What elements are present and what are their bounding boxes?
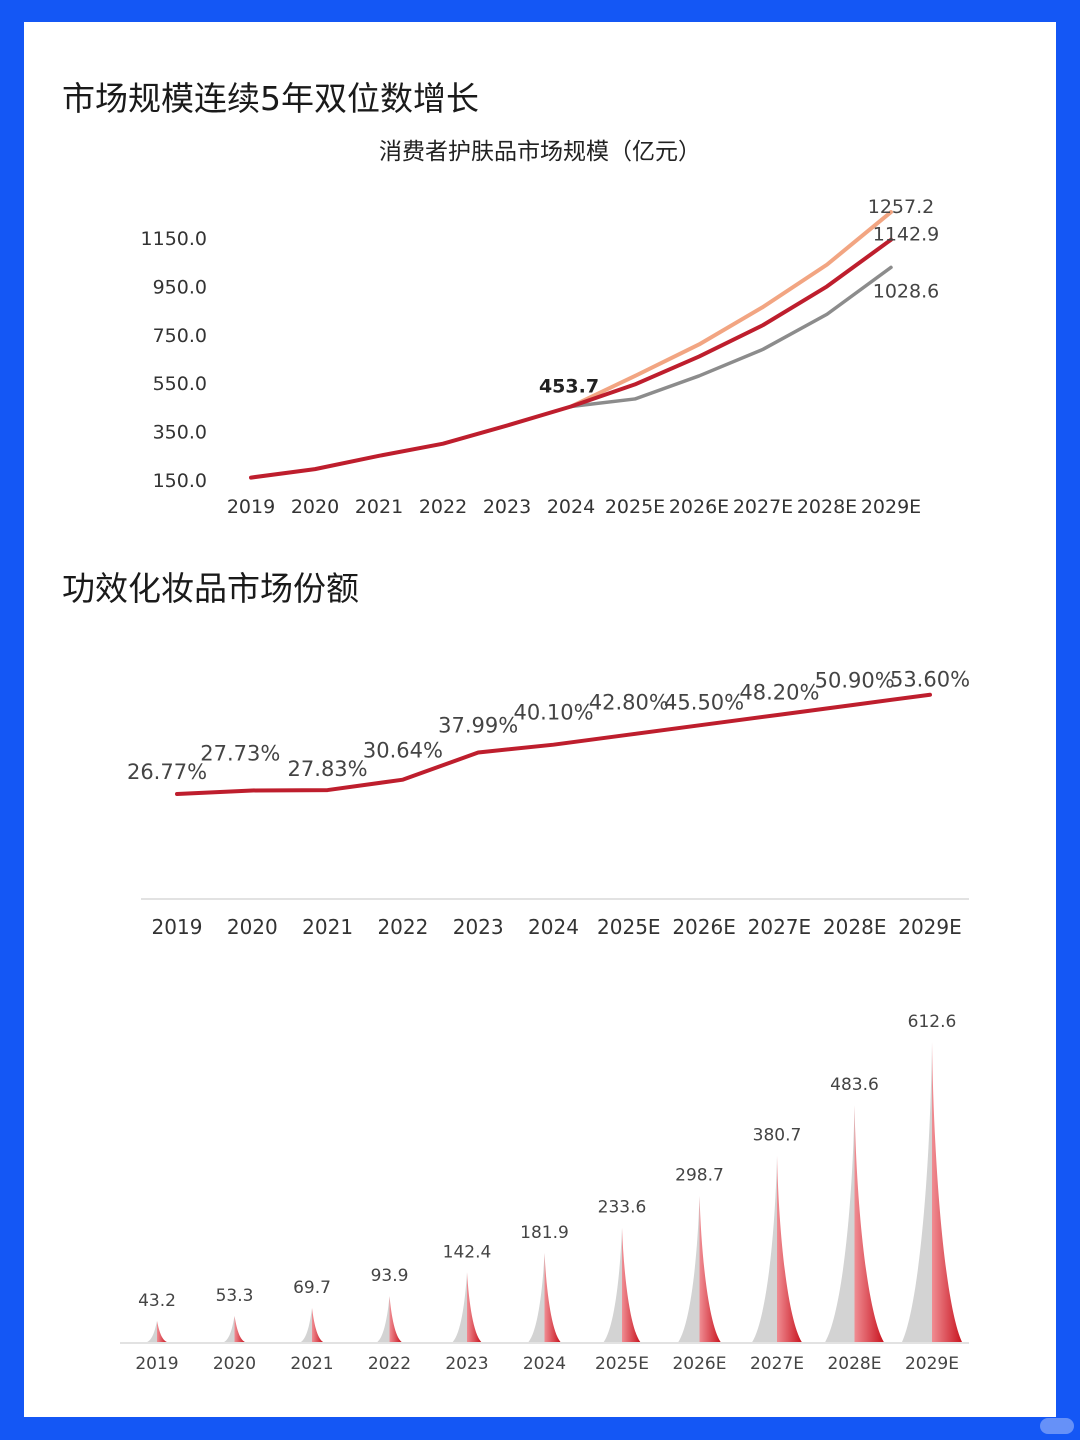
bar-shadow [147, 1320, 157, 1342]
data-label: 27.73% [200, 741, 280, 765]
data-label: 93.9 [371, 1266, 409, 1286]
y-tick-label: 350.0 [153, 422, 207, 444]
bar [777, 1155, 802, 1342]
data-label: 37.99% [438, 713, 518, 737]
bar-shadow [603, 1227, 622, 1342]
bar [234, 1315, 245, 1342]
section-title-market-size: 市场规模连续5年双位数增长 [62, 79, 479, 118]
y-tick-label: 150.0 [153, 470, 207, 492]
x-tick-label: 2025E [605, 496, 665, 518]
bar-shadow [300, 1307, 312, 1342]
x-tick-label: 2028E [797, 496, 857, 518]
data-label: 43.2 [138, 1291, 176, 1311]
x-tick-label: 2022 [419, 496, 467, 518]
data-label: 48.20% [739, 681, 819, 705]
data-label: 50.90% [815, 669, 895, 693]
bar-shadow [377, 1296, 390, 1342]
data-label: 298.7 [675, 1166, 724, 1186]
watermark-badge [1040, 1418, 1074, 1434]
series-line-base [249, 237, 893, 480]
bar [699, 1195, 721, 1342]
bar [932, 1042, 962, 1342]
x-tick-label: 2020 [213, 1354, 256, 1374]
x-tick-label: 2028E [823, 915, 887, 939]
data-label: 181.9 [520, 1223, 569, 1243]
data-label-base-end: 1142.9 [873, 224, 939, 246]
bar [389, 1296, 402, 1342]
x-tick-label: 2026E [669, 496, 729, 518]
y-tick-label: 550.0 [153, 373, 207, 395]
y-tick-label: 950.0 [153, 276, 207, 298]
series-line-low [569, 265, 893, 409]
data-label: 40.10% [513, 701, 593, 725]
y-tick-label: 750.0 [153, 325, 207, 347]
x-tick-label: 2029E [898, 915, 962, 939]
x-tick-label: 2026E [672, 915, 736, 939]
bar-shadow [224, 1315, 235, 1342]
data-label: 483.6 [830, 1075, 879, 1095]
x-tick-label: 2025E [595, 1354, 649, 1374]
x-tick-label: 2023 [453, 915, 504, 939]
data-label: 53.3 [216, 1286, 254, 1306]
bar-shadow [528, 1252, 545, 1342]
x-tick-label: 2028E [827, 1354, 881, 1374]
x-tick-label: 2023 [445, 1354, 488, 1374]
x-tick-label: 2029E [861, 496, 921, 518]
chart-title-market-size: 消费者护肤品市场规模（亿元） [379, 139, 701, 165]
data-label: 26.77% [127, 760, 207, 784]
efficacy-market-bar-chart: 43.2 2019 53.3 2020 69.7 2021 93.9 2022 142.4 202… [120, 1012, 969, 1374]
data-label: 45.50% [664, 691, 744, 715]
data-label: 30.64% [363, 739, 443, 763]
bar [622, 1227, 641, 1342]
x-tick-label: 2020 [227, 915, 278, 939]
bar [854, 1105, 884, 1342]
x-tick-label: 2022 [368, 1354, 411, 1374]
series-line-high [569, 210, 893, 409]
data-label: 42.80% [589, 691, 669, 715]
data-label: 69.7 [293, 1278, 331, 1298]
share-line-chart: 26.77%27.73% 27.83%30.64%37.99%40.10%42.8… [127, 668, 970, 939]
x-tick-label: 2027E [750, 1354, 804, 1374]
x-tick-label: 2021 [290, 1354, 333, 1374]
x-tick-label: 2029E [905, 1354, 959, 1374]
data-label: 233.6 [598, 1198, 647, 1218]
section-title-share: 功效化妆品市场份额 [62, 569, 359, 608]
x-tick-label: 2023 [483, 496, 531, 518]
share-line [175, 692, 932, 796]
data-label: 53.60% [890, 668, 970, 692]
bar-shadow [752, 1155, 777, 1342]
x-tick-label: 2027E [733, 496, 793, 518]
data-label-high-end: 1257.2 [868, 196, 934, 218]
x-tick-label: 2025E [597, 915, 661, 939]
x-tick-label: 2024 [528, 915, 579, 939]
x-tick-label: 2019 [135, 1354, 178, 1374]
market-size-line-chart: 1150.0 950.0 750.0 550.0 350.0 150.0 2019 2020 2… [141, 196, 940, 518]
bar-shadow [678, 1195, 700, 1342]
x-tick-label: 2026E [672, 1354, 726, 1374]
data-label: 612.6 [908, 1012, 957, 1032]
x-tick-label: 2019 [227, 496, 275, 518]
bar [157, 1320, 167, 1342]
bar-shadow [902, 1042, 932, 1342]
bar-shadow [452, 1272, 467, 1342]
chart-card: 市场规模连续5年双位数增长 消费者护肤品市场规模（亿元） 功效化妆品市场份额 1… [24, 22, 1056, 1417]
x-tick-label: 2019 [152, 915, 203, 939]
x-tick-label: 2024 [523, 1354, 566, 1374]
bar [467, 1272, 482, 1342]
bar [544, 1252, 561, 1342]
data-label: 27.83% [288, 757, 368, 781]
data-label-low-end: 1028.6 [873, 280, 939, 302]
x-tick-label: 2024 [547, 496, 595, 518]
x-tick-label: 2021 [302, 915, 353, 939]
x-tick-label: 2021 [355, 496, 403, 518]
data-label-pivot: 453.7 [539, 376, 599, 398]
data-label: 380.7 [753, 1126, 802, 1146]
x-tick-label: 2022 [377, 915, 428, 939]
x-tick-label: 2027E [748, 915, 812, 939]
bar-shadow [825, 1105, 855, 1342]
y-tick-label: 1150.0 [141, 228, 207, 250]
x-tick-label: 2020 [291, 496, 339, 518]
bar [312, 1307, 324, 1342]
data-label: 142.4 [443, 1242, 492, 1262]
